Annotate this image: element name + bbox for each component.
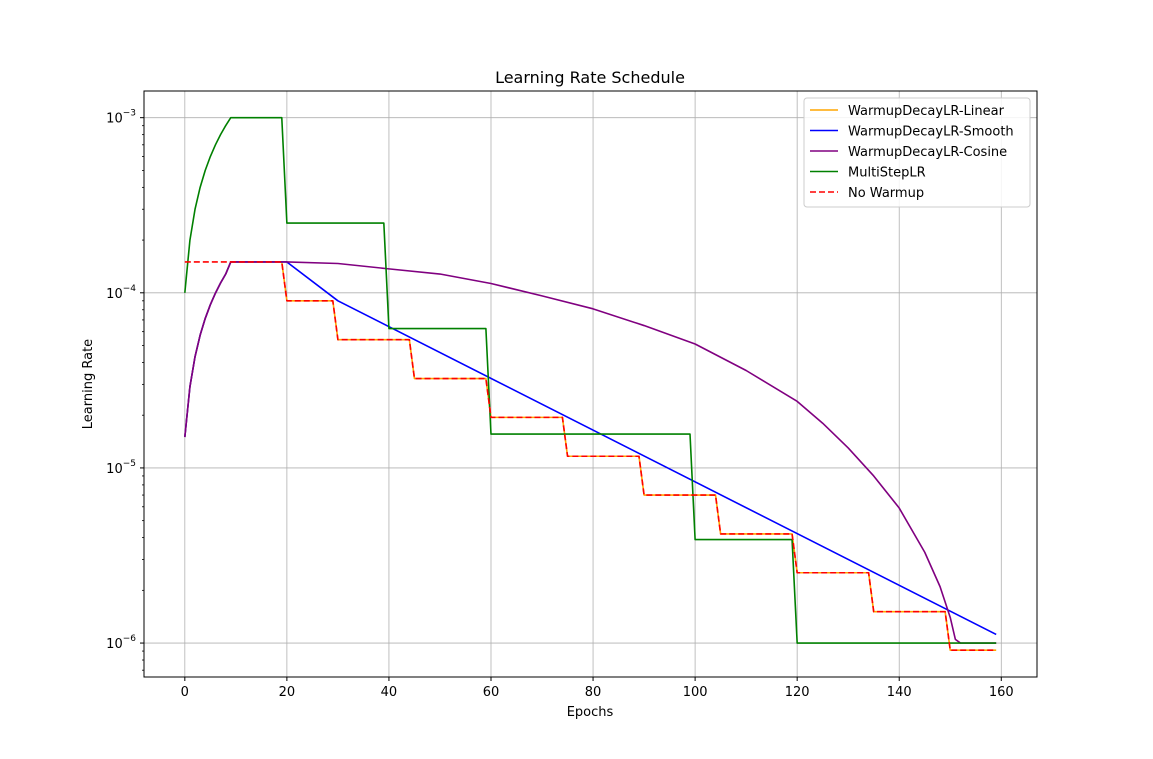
series-line-multisteplr xyxy=(184,116,997,644)
y-tick-label: 10−4 xyxy=(106,284,136,302)
y-axis-ticks: 10−6 10−5 10−4 10−3 xyxy=(106,109,144,652)
chart-title: Learning Rate Schedule xyxy=(495,68,685,87)
x-tick-label: 80 xyxy=(585,685,602,700)
x-axis-ticks: 0 20 40 60 80 100 120 140 160 xyxy=(181,677,1014,700)
legend-label: MultiStepLR xyxy=(848,166,926,181)
y-tick-label: 10−6 xyxy=(106,634,136,652)
x-tick-label: 100 xyxy=(683,685,708,700)
series-line-warmupdecaylr-cosine xyxy=(184,261,997,644)
legend-label: No Warmup xyxy=(848,186,924,201)
legend-label: WarmupDecayLR-Smooth xyxy=(848,125,1014,140)
legend-label: WarmupDecayLR-Linear xyxy=(848,104,1005,119)
series-lines xyxy=(184,116,997,652)
x-tick-label: 120 xyxy=(785,685,810,700)
x-tick-label: 20 xyxy=(279,685,296,700)
x-tick-label: 60 xyxy=(483,685,500,700)
y-axis-label: Learning Rate xyxy=(81,339,96,429)
plot-frame xyxy=(143,90,1038,678)
y-tick-label: 10−3 xyxy=(106,109,136,127)
legend-label: WarmupDecayLR-Cosine xyxy=(848,145,1007,160)
legend: WarmupDecayLR-Linear WarmupDecayLR-Smooth… xyxy=(803,97,1031,208)
x-tick-label: 160 xyxy=(989,685,1014,700)
x-tick-label: 40 xyxy=(381,685,398,700)
legend-box xyxy=(803,97,1031,208)
x-axis-label: Epochs xyxy=(567,705,614,720)
y-tick-label: 10−5 xyxy=(106,459,136,477)
x-tick-label: 0 xyxy=(181,685,189,700)
series-line-no-warmup xyxy=(184,261,997,652)
x-tick-label: 140 xyxy=(887,685,912,700)
